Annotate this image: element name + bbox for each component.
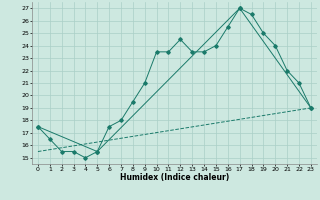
X-axis label: Humidex (Indice chaleur): Humidex (Indice chaleur) bbox=[120, 173, 229, 182]
